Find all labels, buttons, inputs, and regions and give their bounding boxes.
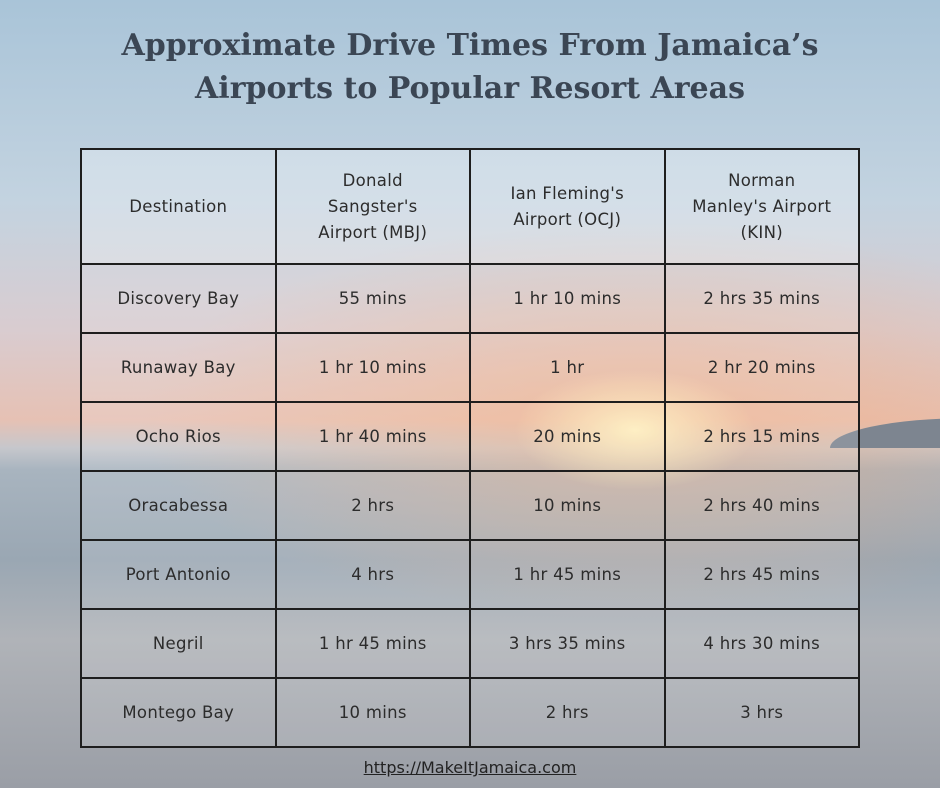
time-cell: 10 mins <box>469 470 666 541</box>
destination-cell: Oracabessa <box>80 470 277 541</box>
table-row: Runaway Bay 1 hr 10 mins 1 hr 2 hr 20 mins <box>80 332 860 403</box>
destination-cell: Ocho Rios <box>80 401 277 472</box>
drive-times-table: Destination Donald Sangster's Airport (MB… <box>80 148 860 748</box>
time-cell: 1 hr 45 mins <box>274 608 471 679</box>
table-row: Negril 1 hr 45 mins 3 hrs 35 mins 4 hrs 30 … <box>80 608 860 679</box>
table-row: Ocho Rios 1 hr 40 mins 20 mins 2 hrs 15 min… <box>80 401 860 472</box>
destination-cell: Port Antonio <box>80 539 277 610</box>
title: Approximate Drive Times From Jamaica’s A… <box>121 28 819 106</box>
column-header: Donald Sangster's Airport (MBJ) <box>274 148 471 265</box>
table-row: Port Antonio 4 hrs 1 hr 45 mins 2 hrs 45 mi… <box>80 539 860 610</box>
time-cell: 1 hr 45 mins <box>469 539 666 610</box>
destination-cell: Discovery Bay <box>80 263 277 334</box>
destination-cell: Montego Bay <box>80 677 277 748</box>
time-cell: 1 hr <box>469 332 666 403</box>
header-row: Destination Donald Sangster's Airport (MB… <box>80 148 860 265</box>
time-cell: 55 mins <box>274 263 471 334</box>
time-cell: 2 hrs 15 mins <box>663 401 860 472</box>
time-cell: 1 hr 10 mins <box>274 332 471 403</box>
source-url[interactable]: https://MakeItJamaica.com <box>363 758 577 777</box>
time-cell: 3 hrs <box>663 677 860 748</box>
time-cell: 2 hr 20 mins <box>663 332 860 403</box>
time-cell: 1 hr 40 mins <box>274 401 471 472</box>
destination-cell: Negril <box>80 608 277 679</box>
destination-cell: Runaway Bay <box>80 332 277 403</box>
table-row: Montego Bay 10 mins 2 hrs 3 hrs <box>80 677 860 748</box>
column-header: Norman Manley's Airport (KIN) <box>663 148 860 265</box>
column-header: Destination <box>80 148 277 265</box>
time-cell: 4 hrs <box>274 539 471 610</box>
time-cell: 2 hrs 40 mins <box>663 470 860 541</box>
time-cell: 4 hrs 30 mins <box>663 608 860 679</box>
column-header: Ian Fleming's Airport (OCJ) <box>469 148 666 265</box>
time-cell: 1 hr 10 mins <box>469 263 666 334</box>
time-cell: 2 hrs <box>274 470 471 541</box>
table-row: Discovery Bay 55 mins 1 hr 10 mins 2 hrs 35… <box>80 263 860 334</box>
table-row: Oracabessa 2 hrs 10 mins 2 hrs 40 mins <box>80 470 860 541</box>
time-cell: 2 hrs 35 mins <box>663 263 860 334</box>
time-cell: 20 mins <box>469 401 666 472</box>
time-cell: 2 hrs 45 mins <box>663 539 860 610</box>
time-cell: 3 hrs 35 mins <box>469 608 666 679</box>
time-cell: 10 mins <box>274 677 471 748</box>
time-cell: 2 hrs <box>469 677 666 748</box>
